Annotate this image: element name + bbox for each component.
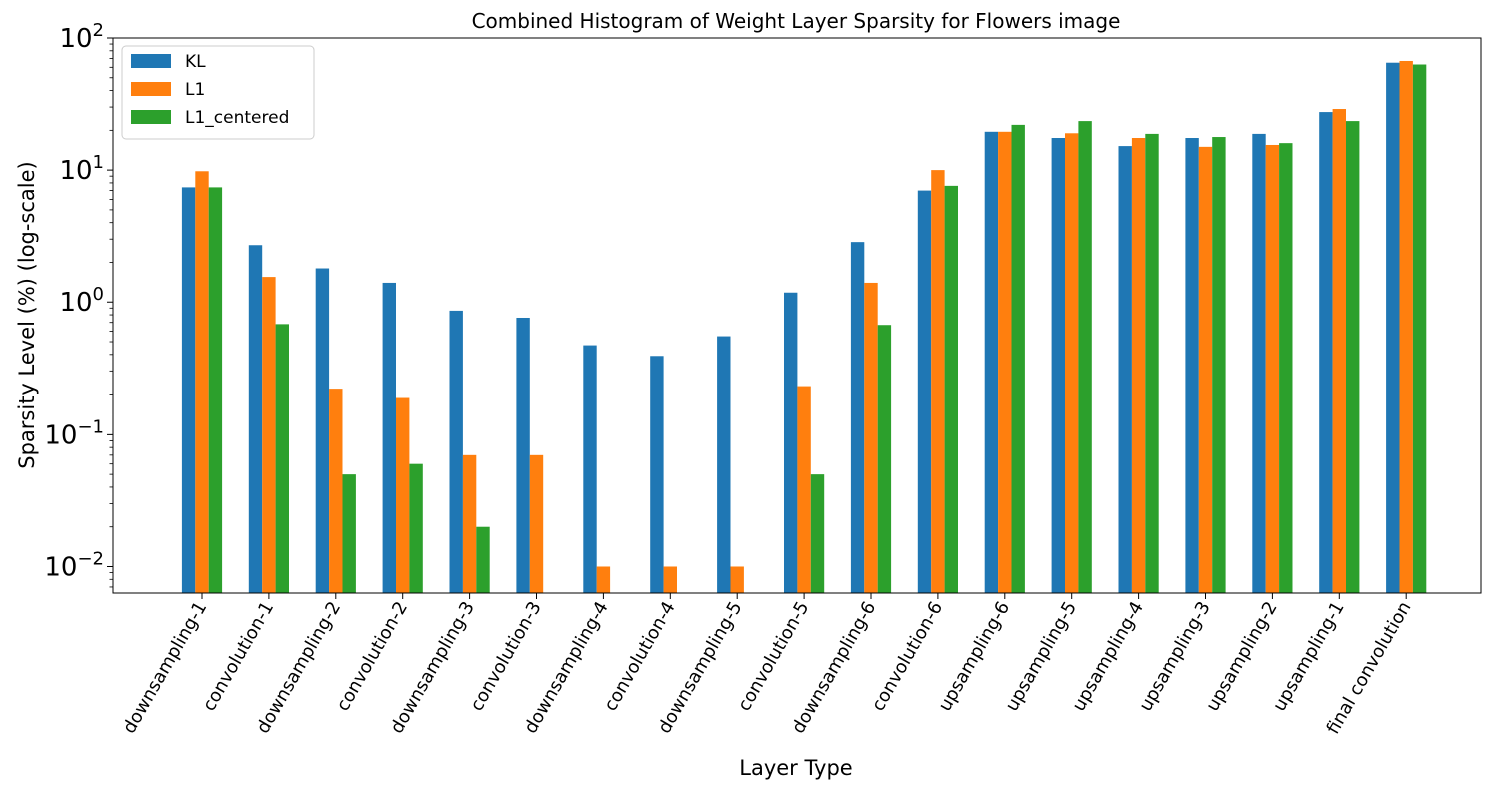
bar-L1_centered-convolution-5 (810, 474, 825, 593)
bar-L1-downsampling-6 (864, 282, 878, 593)
bar-KL-convolution-5 (784, 292, 798, 593)
bar-L1_centered-downsampling-6 (877, 325, 892, 593)
bar-L1_centered-upsampling-4 (1145, 133, 1159, 593)
bar-KL-downsampling-1 (181, 187, 196, 593)
bar-KL-upsampling-5 (1051, 138, 1065, 593)
bar-KL-convolution-6 (917, 190, 932, 593)
legend-swatch-KL (131, 54, 171, 68)
bar-L1-convolution-2 (396, 397, 410, 593)
bar-KL-upsampling-1 (1319, 112, 1333, 593)
bar-KL-downsampling-6 (850, 242, 865, 593)
x-tick-label: upsampling-2 (1202, 598, 1282, 715)
y-axis: 10−2 10−1 100 101 102 (44, 20, 113, 588)
x-tick-label: convolution-6 (868, 598, 948, 715)
bar-L1-downsampling-4 (596, 566, 611, 593)
bar-L1_centered-upsampling-1 (1346, 121, 1360, 593)
x-tick-label: convolution-1 (199, 598, 279, 715)
x-tick-label: upsampling-5 (1001, 598, 1081, 715)
bar-L1-upsampling-5 (1065, 133, 1079, 594)
bar-L1-downsampling-2 (329, 389, 343, 593)
bar-KL-downsampling-4 (583, 345, 597, 593)
bar-KL-upsampling-4 (1118, 146, 1132, 593)
legend-swatch-L1 (131, 82, 171, 96)
bar-KL-final convolution (1386, 62, 1400, 594)
y-tick-label: 102 (59, 20, 104, 54)
bar-L1_centered-downsampling-2 (342, 474, 356, 593)
bar-KL-downsampling-5 (717, 336, 731, 593)
bar-KL-downsampling-2 (315, 268, 330, 593)
bar-L1-convolution-3 (529, 454, 544, 593)
x-tick-label: convolution-4 (600, 598, 680, 715)
bar-L1_centered-upsampling-2 (1279, 143, 1293, 593)
y-tick-label: 10−2 (44, 548, 104, 582)
legend: KL L1 L1_centered (121, 45, 315, 140)
bar-L1-downsampling-1 (195, 171, 209, 593)
bar-L1_centered-downsampling-1 (208, 187, 223, 593)
bar-L1-convolution-1 (262, 277, 276, 593)
bar-L1-convolution-6 (931, 170, 945, 593)
bar-L1-convolution-4 (663, 566, 677, 593)
bar-L1-upsampling-6 (998, 131, 1012, 594)
bar-L1_centered-upsampling-3 (1212, 137, 1226, 594)
bar-KL-upsampling-3 (1185, 138, 1199, 593)
x-tick-label: convolution-5 (734, 598, 814, 715)
bar-L1-upsampling-3 (1198, 146, 1213, 594)
bar-L1-downsampling-3 (462, 454, 477, 593)
chart-title: Combined Histogram of Weight Layer Spars… (472, 9, 1121, 33)
x-tick-label: convolution-2 (332, 598, 412, 715)
bar-L1_centered-upsampling-6 (1011, 124, 1025, 593)
bar-L1_centered-convolution-1 (275, 324, 289, 593)
bar-KL-downsampling-3 (449, 310, 463, 593)
bar-KL-upsampling-6 (984, 131, 999, 594)
x-tick-label: downsampling-1 (119, 598, 212, 737)
y-tick-label: 10−1 (44, 416, 104, 450)
bar-L1_centered-final convolution (1412, 64, 1427, 593)
plot-frame (112, 37, 1482, 594)
legend-label-L1_centered: L1_centered (185, 108, 289, 128)
legend-label-L1: L1 (185, 80, 205, 100)
bar-L1-final convolution (1399, 60, 1413, 594)
bars-group (181, 60, 1427, 594)
x-tick-label: upsampling-1 (1269, 598, 1349, 715)
bar-L1_centered-convolution-2 (409, 463, 423, 593)
bar-L1-convolution-5 (797, 386, 811, 593)
bar-L1_centered-downsampling-3 (476, 526, 490, 593)
bar-KL-convolution-4 (650, 356, 664, 593)
x-axis-label: Layer Type (739, 756, 852, 780)
x-axis: downsampling-1convolution-1downsampling-… (119, 593, 1416, 738)
bar-L1_centered-convolution-6 (944, 185, 958, 593)
bar-KL-upsampling-2 (1252, 133, 1266, 593)
bar-L1-upsampling-4 (1131, 138, 1146, 593)
bar-KL-convolution-1 (248, 245, 263, 593)
legend-label-KL: KL (185, 52, 206, 72)
y-tick-label: 100 (59, 284, 104, 318)
bar-KL-convolution-2 (382, 282, 396, 593)
y-axis-label: Sparsity Level (%) (log-scale) (15, 161, 39, 468)
x-tick-label: upsampling-3 (1135, 598, 1215, 715)
bar-L1_centered-upsampling-5 (1078, 121, 1092, 593)
x-tick-label: upsampling-4 (1068, 598, 1148, 715)
y-tick-label: 101 (59, 152, 104, 186)
legend-swatch-L1_centered (131, 110, 171, 124)
x-tick-label: upsampling-6 (934, 598, 1014, 715)
bar-L1-upsampling-1 (1332, 109, 1346, 593)
x-tick-label: convolution-3 (466, 598, 546, 715)
bar-KL-convolution-3 (516, 317, 530, 593)
bar-L1-downsampling-5 (730, 566, 744, 593)
bar-L1-upsampling-2 (1265, 144, 1280, 594)
